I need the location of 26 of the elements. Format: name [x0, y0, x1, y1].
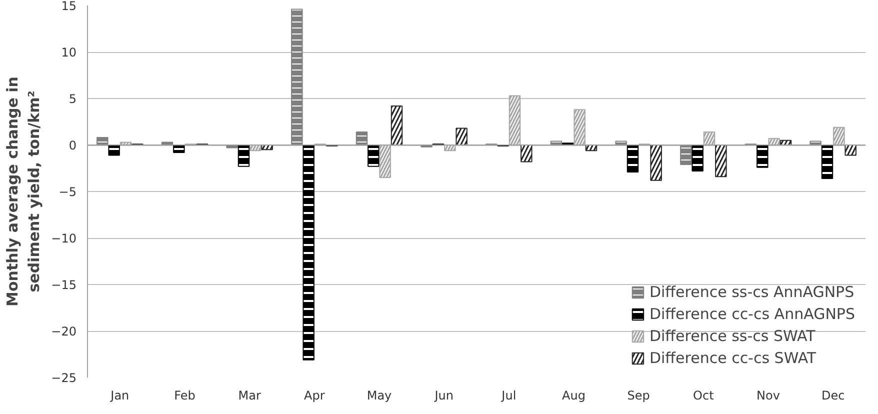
x-tick-label: Jan: [110, 388, 130, 402]
x-tick-label: Feb: [174, 388, 196, 402]
x-tick-label: Sep: [627, 388, 650, 402]
y-tick-label: 0: [68, 138, 77, 152]
x-tick-label: Jul: [500, 388, 516, 402]
y-tick-label: −25: [51, 371, 77, 385]
x-tick-label: Oct: [693, 388, 714, 402]
x-tick-label: Jun: [434, 388, 454, 402]
y-axis-title: Monthly average change in sediment yield, ton/km²: [4, 76, 44, 306]
legend-label: Difference cc-cs SWAT: [649, 349, 816, 367]
legend-label: Difference cc-cs AnnAGNPS: [649, 305, 855, 323]
y-tick-label: 10: [61, 46, 77, 60]
x-tick-label: Apr: [304, 388, 325, 402]
x-tick-label: May: [366, 388, 392, 402]
y-tick-label: −20: [51, 324, 77, 338]
x-tick-label: Aug: [562, 388, 586, 402]
x-tick-label: Mar: [238, 388, 261, 402]
legend-label: Difference ss-cs SWAT: [649, 327, 816, 345]
x-tick-label: Nov: [756, 388, 780, 402]
y-tick-label: 15: [61, 0, 77, 13]
y-tick-label: −15: [51, 278, 77, 292]
y-tick-label: 5: [68, 92, 77, 106]
legend-label: Difference ss-cs AnnAGNPS: [649, 283, 854, 301]
y-tick-label: −10: [51, 232, 77, 246]
y-tick-label: −5: [58, 185, 77, 199]
x-tick-label: Dec: [821, 388, 845, 402]
